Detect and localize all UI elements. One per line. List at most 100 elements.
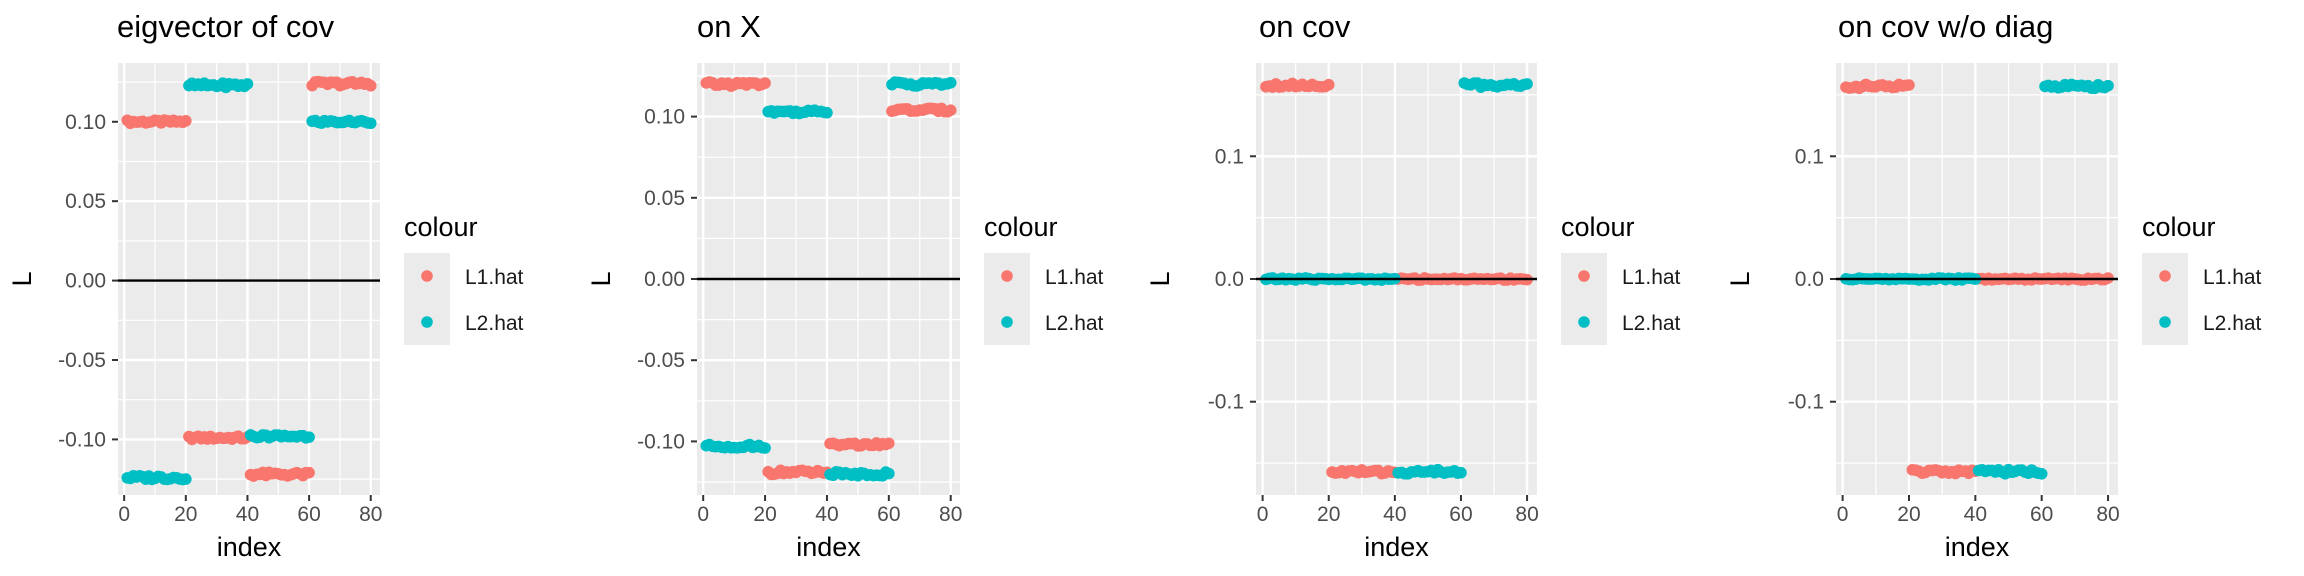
y-tick-label: 0.1: [1795, 145, 1824, 168]
legend-label: L2.hat: [2203, 312, 2262, 335]
x-tick-label: 80: [939, 503, 962, 526]
legend-label: L2.hat: [1045, 312, 1104, 335]
legend-label: L1.hat: [2203, 266, 2262, 289]
legend-label: L2.hat: [1622, 312, 1681, 335]
legend: colour L1.hat L2.hat: [1561, 212, 1681, 345]
x-tick-label: 20: [174, 503, 197, 526]
data-point: [1455, 466, 1467, 479]
legend-title: colour: [1561, 212, 1635, 242]
data-point: [303, 431, 315, 443]
y-tick-label: 0.00: [644, 268, 685, 291]
x-tick-label: 80: [1515, 503, 1538, 526]
x-tick-label: 20: [1317, 503, 1340, 526]
data-point: [1903, 79, 1915, 91]
data-point: [303, 466, 315, 479]
legend-key-point: [421, 316, 433, 328]
data-point: [2035, 467, 2048, 480]
plot-background: [118, 63, 380, 495]
y-axis-label: L: [586, 271, 616, 286]
legend-title: colour: [404, 212, 478, 242]
y-axis-label: L: [1725, 271, 1755, 286]
legend-key-point: [1578, 270, 1590, 282]
data-point: [364, 117, 377, 130]
legend-key-point: [1578, 316, 1590, 328]
x-tick-label: 60: [877, 503, 900, 526]
chart-panel-4: 0 20 40 60 80 -0.1 0.0 0.1 on cov w/o diag index L…: [1725, 9, 2262, 562]
y-axis-label: L: [1145, 271, 1175, 286]
chart-title: on cov: [1259, 9, 1351, 44]
y-axis-label: L: [7, 271, 37, 286]
x-axis-label: index: [796, 532, 861, 562]
x-tick-label: 0: [118, 503, 130, 526]
data-point: [759, 77, 771, 89]
x-tick-label: 60: [1449, 503, 1472, 526]
x-tick-label: 0: [697, 503, 709, 526]
legend-label: L1.hat: [1045, 266, 1104, 289]
x-tick-label: 40: [1964, 503, 1987, 526]
y-tick-label: -0.10: [58, 428, 106, 451]
x-axis-label: index: [1945, 532, 2010, 562]
legend: colour L1.hat L2.hat: [404, 212, 524, 345]
y-tick-label: 0.05: [65, 190, 106, 213]
legend-key-point: [421, 270, 433, 282]
series-L1-hat: [121, 75, 377, 482]
chart-panel-1: 0 20 40 60 80 -0.10 -0.05 0.00 0.05 0.10 eigvector…: [7, 9, 524, 562]
chart-title: on cov w/o diag: [1838, 9, 2053, 44]
series-L2-hat: [700, 76, 957, 482]
legend-key-point: [2159, 270, 2171, 282]
y-tick-label: -0.1: [1788, 391, 1824, 414]
legend-title: colour: [984, 212, 1058, 242]
x-tick-label: 40: [236, 503, 259, 526]
y-tick-label: 0.0: [1795, 268, 1824, 291]
data-point: [364, 79, 377, 92]
x-tick-label: 60: [297, 503, 320, 526]
y-tick-label: -0.10: [637, 430, 685, 453]
y-tick-label: 0.1: [1215, 145, 1244, 168]
x-tick-label: 0: [1837, 503, 1849, 526]
y-tick-label: -0.1: [1208, 391, 1244, 414]
legend-title: colour: [2142, 212, 2216, 242]
x-tick-label: 0: [1257, 503, 1269, 526]
data-point: [883, 467, 895, 480]
legend: colour L1.hat L2.hat: [984, 212, 1104, 345]
y-tick-label: 0.10: [644, 106, 685, 129]
data-point: [883, 437, 895, 450]
series-L2-hat: [1840, 78, 2114, 480]
chart-title: on X: [697, 9, 761, 44]
x-tick-label: 80: [2096, 503, 2119, 526]
legend-label: L2.hat: [465, 312, 524, 335]
data-point: [944, 76, 957, 89]
legend-key-point: [1001, 316, 1013, 328]
y-tick-label: 0.10: [65, 111, 106, 134]
y-tick-label: -0.05: [637, 349, 685, 372]
legend-key-point: [2159, 316, 2171, 328]
x-axis-label: index: [217, 532, 282, 562]
series-L2-hat: [121, 77, 377, 486]
x-tick-label: 40: [815, 503, 838, 526]
legend: colour L1.hat L2.hat: [2142, 212, 2262, 345]
x-tick-label: 20: [1897, 503, 1920, 526]
data-point: [180, 473, 192, 485]
y-tick-label: 0.00: [65, 270, 106, 293]
x-tick-label: 40: [1383, 503, 1406, 526]
legend-label: L1.hat: [465, 266, 524, 289]
data-point: [821, 106, 833, 119]
legend-label: L1.hat: [1622, 266, 1681, 289]
data-point: [241, 78, 254, 90]
data-point: [944, 104, 957, 117]
series-L2-hat: [1260, 77, 1533, 480]
data-point: [2102, 79, 2114, 92]
chart-panel-2: 0 20 40 60 80 -0.10 -0.05 0.00 0.05 0.10 on X index…: [586, 9, 1104, 562]
x-tick-label: 80: [359, 503, 382, 526]
y-tick-label: -0.05: [58, 349, 106, 372]
data-point: [759, 442, 771, 454]
chart-title: eigvector of cov: [117, 9, 335, 44]
x-axis-label: index: [1364, 532, 1429, 562]
data-point: [1521, 78, 1533, 90]
y-tick-label: 0.05: [644, 187, 685, 210]
y-tick-label: 0.0: [1215, 268, 1244, 291]
x-tick-label: 60: [2030, 503, 2053, 526]
data-point: [180, 115, 192, 127]
